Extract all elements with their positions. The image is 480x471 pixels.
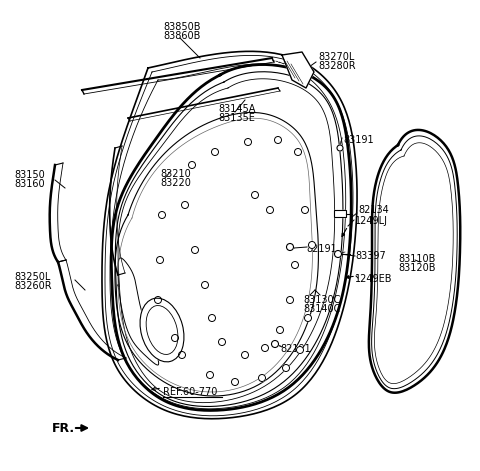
- Circle shape: [262, 344, 268, 351]
- Circle shape: [266, 206, 274, 213]
- Text: 83210: 83210: [160, 169, 191, 179]
- Text: 83145A: 83145A: [218, 104, 255, 114]
- Circle shape: [156, 257, 164, 263]
- Text: 82191: 82191: [306, 244, 337, 254]
- Circle shape: [259, 374, 265, 382]
- Circle shape: [179, 351, 185, 358]
- Text: 83110B: 83110B: [398, 254, 435, 264]
- Circle shape: [212, 148, 218, 155]
- Text: 83135E: 83135E: [218, 113, 255, 123]
- Text: 1249EB: 1249EB: [355, 274, 393, 284]
- Circle shape: [301, 206, 309, 213]
- Circle shape: [304, 315, 312, 322]
- Circle shape: [206, 372, 214, 379]
- Circle shape: [337, 145, 343, 151]
- Text: 83220: 83220: [160, 178, 191, 188]
- Ellipse shape: [146, 306, 178, 355]
- Circle shape: [231, 379, 239, 385]
- Circle shape: [287, 244, 293, 251]
- Circle shape: [309, 242, 315, 249]
- Text: 83140C: 83140C: [303, 304, 340, 314]
- Circle shape: [192, 246, 199, 253]
- Bar: [334, 210, 346, 217]
- Circle shape: [244, 138, 252, 146]
- Circle shape: [283, 365, 289, 372]
- Text: REF.60-770: REF.60-770: [163, 387, 217, 397]
- Circle shape: [272, 341, 278, 348]
- Circle shape: [189, 162, 195, 169]
- Polygon shape: [282, 52, 314, 88]
- Text: 83860B: 83860B: [163, 31, 200, 41]
- Text: 82134: 82134: [358, 205, 389, 215]
- Circle shape: [158, 211, 166, 219]
- Bar: [334, 210, 346, 217]
- Circle shape: [287, 297, 293, 303]
- Text: 83270L: 83270L: [318, 52, 354, 62]
- Text: 83250L: 83250L: [14, 272, 50, 282]
- Text: 83280R: 83280R: [318, 61, 356, 71]
- Circle shape: [208, 315, 216, 322]
- Circle shape: [295, 148, 301, 155]
- Text: 83130C: 83130C: [303, 295, 340, 305]
- Circle shape: [155, 297, 161, 303]
- Text: 82191: 82191: [280, 344, 311, 354]
- Text: 83260R: 83260R: [14, 281, 52, 291]
- Circle shape: [335, 251, 341, 258]
- Circle shape: [297, 347, 303, 354]
- Circle shape: [202, 282, 208, 289]
- Circle shape: [171, 334, 179, 341]
- Text: 83160: 83160: [14, 179, 45, 189]
- Text: 83150: 83150: [14, 170, 45, 180]
- Text: 83191: 83191: [343, 135, 373, 145]
- Circle shape: [276, 326, 284, 333]
- Text: 83120B: 83120B: [398, 263, 435, 273]
- Circle shape: [275, 137, 281, 144]
- Circle shape: [218, 339, 226, 346]
- Text: 83850B: 83850B: [163, 22, 201, 32]
- Text: FR.: FR.: [52, 422, 75, 435]
- Circle shape: [181, 202, 189, 209]
- Text: 83397: 83397: [355, 251, 386, 261]
- Circle shape: [241, 351, 249, 358]
- Circle shape: [291, 261, 299, 268]
- Circle shape: [252, 192, 259, 198]
- Ellipse shape: [140, 298, 184, 362]
- Text: 1249LJ: 1249LJ: [355, 216, 388, 226]
